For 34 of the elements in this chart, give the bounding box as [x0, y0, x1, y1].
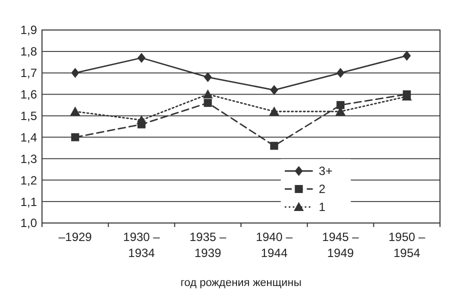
point	[71, 133, 80, 142]
y-tick-label: 1,4	[20, 130, 38, 144]
x-tick-label: 1935 – 1939	[189, 230, 227, 260]
point	[202, 89, 213, 98]
y-tick-label: 1,7	[20, 66, 38, 80]
x-tick-label: 1930 – 1934	[123, 230, 160, 260]
y-tick-label: 1,0	[20, 216, 38, 230]
point	[269, 106, 280, 116]
x-tick-label: 1940 – 1944	[256, 230, 293, 260]
y-tick-label: 1,1	[20, 194, 38, 209]
point	[136, 115, 146, 124]
y-tick-label: 1,6	[20, 88, 38, 102]
point	[204, 98, 212, 107]
y-tick-label: 1,3	[20, 152, 38, 166]
y-tick-label: 1,2	[20, 173, 38, 188]
x-tick-label: 1945 – 1949	[322, 230, 360, 260]
legend-label: 3+	[318, 164, 332, 178]
point	[402, 50, 411, 61]
legend-label: 2	[318, 182, 326, 196]
x-tick-label: 1950 – 1954	[388, 230, 426, 260]
point	[336, 101, 344, 110]
x-axis-title: год рождения женщины	[180, 277, 302, 289]
y-tick-label: 1,5	[20, 108, 38, 123]
y-tick-label: 1,8	[20, 44, 38, 59]
point	[70, 106, 80, 116]
y-tick-label: 1,9	[20, 23, 38, 38]
point	[138, 52, 146, 63]
point	[270, 142, 278, 150]
legend-label: 1	[318, 200, 326, 214]
point	[71, 68, 80, 78]
x-tick-label: –1929	[58, 230, 92, 244]
point	[336, 68, 344, 78]
point	[204, 72, 212, 82]
point	[270, 85, 278, 96]
